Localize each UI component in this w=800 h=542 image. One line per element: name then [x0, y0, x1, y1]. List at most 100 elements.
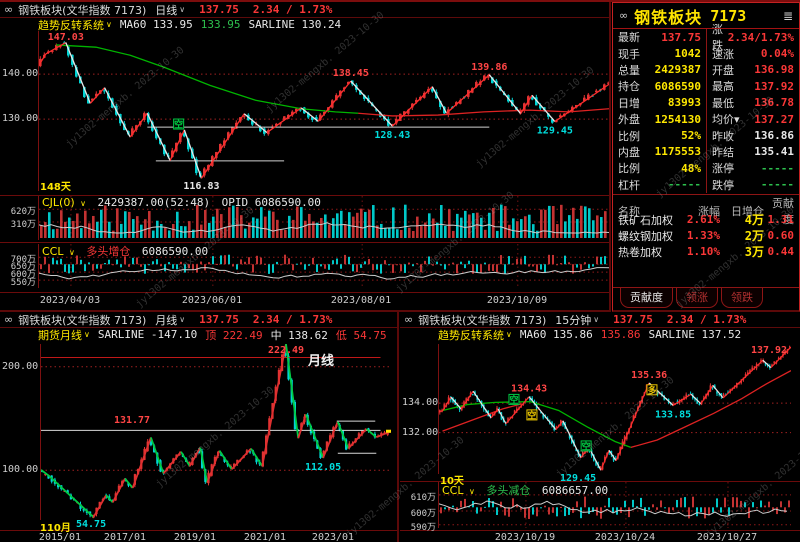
tab-leaders[interactable]: 领涨 [676, 288, 718, 308]
svg-text:112.05: 112.05 [305, 462, 341, 473]
link-icon[interactable]: ∞ [4, 3, 14, 16]
top-level: 顶 222.49 [205, 328, 263, 342]
svg-text:135.36: 135.36 [631, 370, 667, 381]
monthly-chart-header: ∞ 钢铁板块(文华指数 7173) 月线 ∨ 137.75 2.34 / 1.7… [0, 312, 397, 328]
quote-grid: 最新 137.75 现手 1042 总量 2429387 持仓 6086590 日增 83… [613, 23, 799, 193]
chevron-down-icon[interactable]: ∨ [80, 199, 86, 208]
quote-row: 最低 136.78 [712, 96, 794, 110]
indicator-selector[interactable]: 趋势反转系统 [38, 18, 104, 32]
daily-candlestick-chart[interactable]: 147.03 116.83 138.45 128.43 139.86 129.45 空 [38, 31, 609, 191]
quote-row: 跌停 ----- [712, 178, 794, 192]
x-tick: 2023/10/09 [486, 295, 548, 306]
y-tick: 590万 [410, 523, 436, 533]
chart-title: 钢铁板块(文华指数 7173) [18, 313, 147, 327]
tab-contribution[interactable]: 贡献度 [620, 288, 673, 308]
chevron-down-icon[interactable]: ∨ [179, 315, 186, 324]
quote-row: 外盘 1254130 [618, 112, 701, 127]
cjl-selector[interactable]: CJL(0) [42, 196, 75, 209]
x-tick: 2021/01 [243, 532, 287, 542]
menu-icon[interactable]: ≣ [782, 8, 793, 23]
cjl-value: 2429387.00(52:48) [97, 196, 211, 209]
quote-row: 开盘 136.98 [712, 63, 794, 77]
price-change: 2.34 / 1.73% [252, 313, 333, 326]
table-header-row: 名称 涨幅 日增仓 贡献度 [618, 197, 794, 226]
m15-chart-panel: ∞ 钢铁板块(文华指数 7173) 15分钟 ∨ 137.75 2.34 / 1… [400, 312, 800, 542]
period-selector[interactable]: 月线 [155, 313, 178, 327]
x-tick: 2017/01 [103, 532, 147, 542]
link-icon[interactable]: ∞ [619, 9, 629, 22]
y-tick: 132.00 [402, 427, 439, 438]
link-icon[interactable]: ∞ [404, 313, 414, 326]
quote-row: 均价▾ 137.27 [712, 112, 794, 127]
y-tick: 620万 [10, 207, 36, 217]
table-row[interactable]: 螺纹钢加权 1.33% 2万 0.60 [618, 229, 794, 243]
svg-text:空: 空 [174, 119, 183, 131]
quote-col-right: 涨跌 2.34/1.73% 速涨 0.04% 开盘 136.98 最高 137.92 最… [706, 23, 799, 193]
quote-row: 最高 137.92 [712, 79, 794, 94]
y-tick: 610万 [410, 493, 436, 503]
sarline-label: SARLINE 137.52 [648, 328, 742, 341]
table-row[interactable]: 热卷加权 1.10% 3万 0.44 [618, 245, 794, 259]
y-tick: 310万 [10, 220, 36, 230]
svg-text:139.86: 139.86 [471, 62, 507, 73]
svg-text:128.43: 128.43 [374, 130, 410, 141]
y-tick: 100.00 [2, 464, 39, 475]
chevron-down-icon[interactable]: ∨ [84, 330, 90, 339]
ccl-value: 6086657.00 [541, 484, 609, 497]
opid-value: OPID 6086590.00 [221, 196, 321, 209]
low-level: 低 54.75 [335, 328, 387, 342]
monthly-chart-panel: ∞ 钢铁板块(文华指数 7173) 月线 ∨ 137.75 2.34 / 1.7… [0, 312, 399, 542]
daily-volume-chart[interactable] [38, 196, 609, 240]
quote-row: 速涨 0.04% [712, 47, 794, 61]
quote-tab-bar: 贡献度 领涨 领跌 [613, 287, 799, 308]
daily-chart-header: ∞ 钢铁板块(文华指数 7173) 日线 ∨ 137.75 2.34 / 1.7… [0, 2, 609, 18]
tab-laggards[interactable]: 领跌 [721, 288, 763, 308]
y-tick: 600万 [10, 270, 36, 280]
quote-panel: ∞ 钢铁板块 7173 ≣ 最新 137.75 现手 1042 总量 2429387 … [612, 2, 800, 312]
position-indicator-header: CCL ∨ 多头增仓 6086590.00 [42, 243, 216, 259]
ma60-value: 135.86 [600, 328, 641, 341]
quote-col-left: 最新 137.75 现手 1042 总量 2429387 持仓 6086590 日增 83… [613, 29, 706, 193]
link-icon[interactable]: ∞ [4, 313, 14, 326]
chevron-down-icon[interactable]: ∨ [469, 487, 475, 496]
period-selector[interactable]: 15分钟 [555, 313, 592, 327]
ma60-label: MA60 135.86 [519, 328, 593, 341]
chevron-down-icon[interactable]: ∨ [69, 248, 75, 257]
chevron-down-icon[interactable]: ∨ [593, 315, 600, 324]
x-tick: 2023/08/01 [330, 295, 392, 306]
svg-text:月线: 月线 [307, 353, 334, 369]
table-row[interactable]: 铁矿石加权 2.61% 4万 1.31 [618, 213, 794, 227]
ccl-selector[interactable]: CCL [442, 484, 464, 497]
svg-text:空: 空 [509, 394, 518, 406]
x-tick: 2023/10/19 [494, 532, 556, 542]
instrument-code: 7173 [710, 6, 747, 25]
x-tick: 2023/10/27 [696, 532, 758, 542]
bar-count-label: 148天 [40, 182, 71, 193]
contribution-table: 名称 涨幅 日增仓 贡献度 铁矿石加权 2.61% 4万 1.31 螺纹钢加权 … [613, 194, 799, 259]
period-selector[interactable]: 日线 [155, 3, 178, 17]
bar-count-label: 110月 [40, 523, 71, 534]
daily-position-chart[interactable] [38, 244, 609, 288]
ccl-selector[interactable]: CCL [42, 245, 64, 258]
last-price: 137.75 [613, 313, 653, 326]
svg-text:131.77: 131.77 [114, 415, 150, 426]
quote-row: 日增 83993 [618, 96, 701, 110]
quote-row: 持仓 6086590 [618, 79, 701, 94]
x-tick: 2023/04/03 [39, 295, 101, 306]
chevron-down-icon[interactable]: ∨ [106, 20, 112, 29]
chevron-down-icon[interactable]: ∨ [179, 5, 186, 14]
svg-text:138.45: 138.45 [333, 68, 369, 79]
last-price: 137.75 [199, 313, 239, 326]
monthly-candlestick-chart[interactable]: 222.49 131.77 112.05 月线 [40, 344, 391, 520]
ma60-value: 133.95 [200, 18, 241, 31]
ccl-state: 多头减仓 [486, 484, 531, 497]
indicator-selector[interactable]: 期货月线 [38, 328, 82, 342]
chart-title: 钢铁板块(文华指数 7173) [418, 313, 547, 327]
svg-text:116.83: 116.83 [183, 181, 219, 191]
indicator-selector[interactable]: 趋势反转系统 [438, 328, 504, 342]
chevron-down-icon[interactable]: ∨ [506, 330, 512, 339]
monthly-indicator-header: 期货月线 ∨ SARLINE -147.10 顶 222.49 中 138.62… [38, 328, 395, 342]
y-tick: 550万 [10, 278, 36, 288]
m15-position-chart[interactable] [438, 482, 791, 528]
